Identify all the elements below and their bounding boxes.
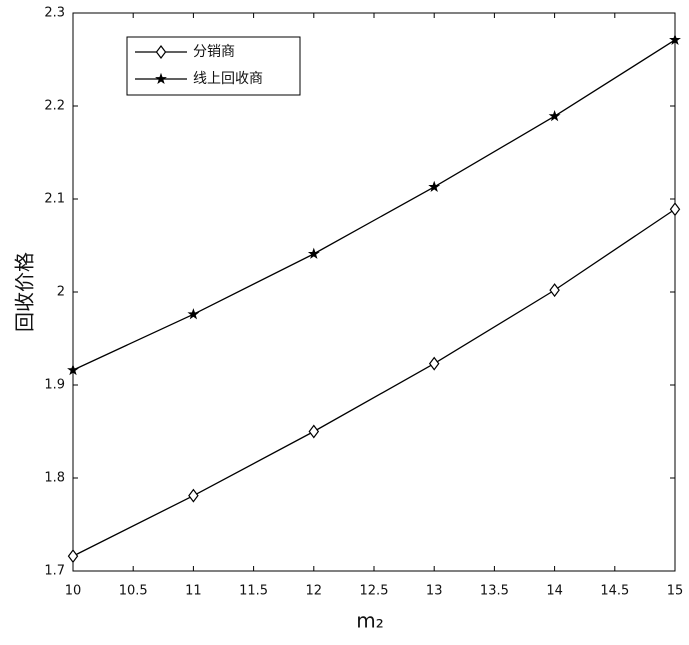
y-tick-label: 2.2 xyxy=(44,99,65,114)
x-tick-label: 12 xyxy=(306,584,323,599)
x-tick-label: 10.5 xyxy=(119,584,148,599)
y-tick-label: 1.8 xyxy=(44,471,65,486)
y-tick-label: 1.9 xyxy=(44,378,65,393)
y-tick-label: 2.1 xyxy=(44,192,65,207)
x-tick-label: 11 xyxy=(185,584,202,599)
series-line xyxy=(72,39,676,371)
x-tick-label: 14.5 xyxy=(600,584,629,599)
marker xyxy=(669,202,681,217)
x-tick-label: 10 xyxy=(65,584,82,599)
marker xyxy=(549,283,560,298)
marker xyxy=(307,247,320,259)
x-tick-label: 12.5 xyxy=(360,584,389,599)
marker xyxy=(428,180,441,192)
marker xyxy=(188,488,199,503)
marker xyxy=(428,356,440,371)
x-tick-label: 15 xyxy=(667,584,684,599)
marker xyxy=(67,549,79,564)
x-tick-label: 13.5 xyxy=(480,584,509,599)
x-tick-label: 11.5 xyxy=(239,584,268,599)
y-axis-label: 回收价格 xyxy=(13,252,37,332)
legend-box xyxy=(126,36,301,96)
x-axis-label: m₂ xyxy=(356,609,384,633)
marker xyxy=(308,424,320,439)
y-tick-label: 1.7 xyxy=(44,564,65,579)
marker xyxy=(67,363,79,376)
marker xyxy=(548,110,561,122)
y-tick-label: 2.3 xyxy=(44,6,65,21)
marker xyxy=(187,308,200,320)
x-tick-label: 13 xyxy=(426,584,443,599)
series-line xyxy=(72,208,676,557)
x-tick-label: 14 xyxy=(546,584,563,599)
marker xyxy=(155,45,167,59)
marker xyxy=(669,33,681,46)
y-tick-label: 2 xyxy=(57,285,65,300)
legend-label: 线上回收商 xyxy=(193,71,263,87)
legend-label: 分销商 xyxy=(193,44,235,60)
marker xyxy=(155,72,167,85)
